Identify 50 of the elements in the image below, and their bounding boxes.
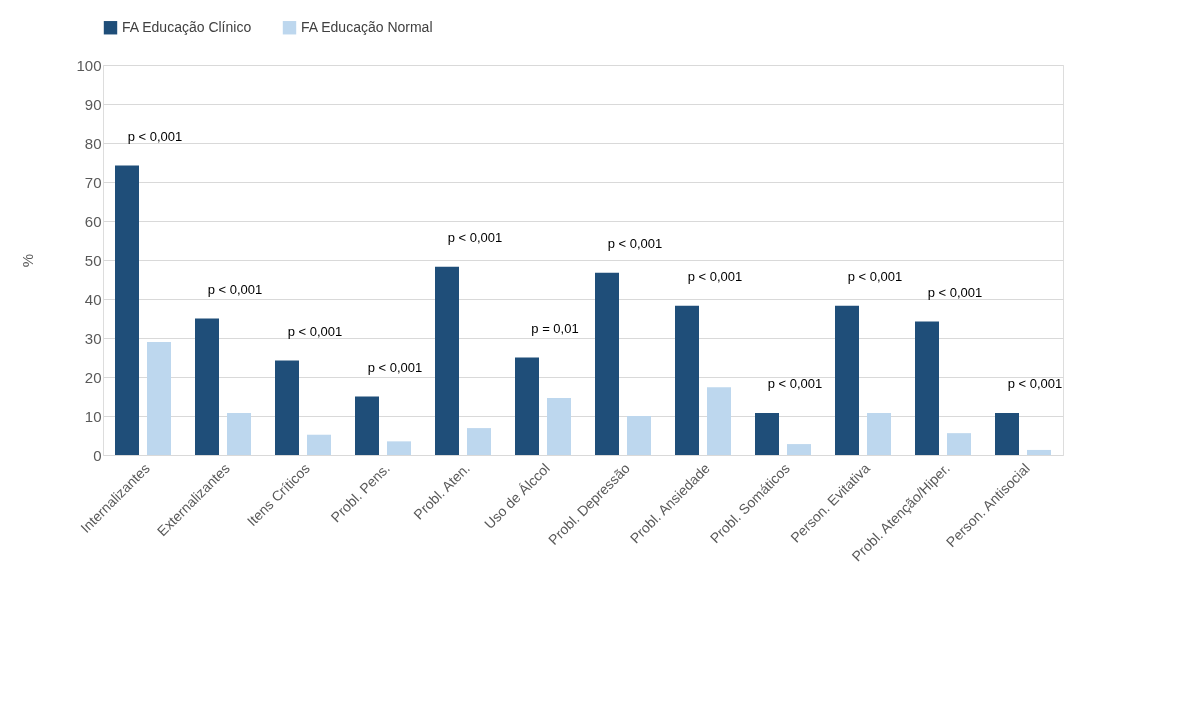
annotation: p < 0,001: [1007, 375, 1063, 391]
annotation: p < 0,001: [927, 284, 983, 300]
y-axis-title: %: [19, 253, 37, 268]
bar: [307, 434, 331, 455]
annotation: p < 0,001: [607, 235, 663, 251]
annotation: p < 0,001: [207, 281, 263, 297]
bar: [435, 266, 459, 455]
bar: [915, 321, 939, 455]
y-tick-label: 100: [76, 56, 102, 74]
bar: [515, 357, 539, 455]
y-tick-label: 60: [84, 212, 102, 230]
y-tick-label: 90: [84, 95, 102, 113]
annotation: p < 0,001: [847, 268, 903, 284]
annotation: p < 0,001: [447, 229, 503, 245]
bar: [115, 165, 139, 455]
bar: [275, 360, 299, 455]
bar: [387, 441, 411, 455]
bar: [547, 398, 571, 455]
annotation: p < 0,001: [687, 268, 743, 284]
y-tick-label: 40: [84, 290, 102, 308]
legend-label: FA Educação Clínico: [122, 18, 252, 35]
y-tick-label: 10: [84, 407, 102, 425]
bar: [355, 396, 379, 455]
bar: [675, 305, 699, 455]
bar: [835, 305, 859, 455]
bar: [227, 412, 251, 455]
y-tick-label: 50: [84, 251, 102, 269]
y-tick-label: 70: [84, 173, 102, 191]
y-tick-label: 30: [84, 329, 102, 347]
annotation: p < 0,001: [127, 128, 183, 144]
y-tick-label: 20: [84, 368, 102, 386]
bar: [147, 341, 171, 455]
bar: [947, 433, 971, 455]
bar: [707, 387, 731, 455]
bar: [595, 272, 619, 455]
annotation: p = 0,01: [531, 320, 579, 336]
legend-label: FA Educação Normal: [301, 18, 433, 35]
annotation: p < 0,001: [767, 375, 823, 391]
bar: [195, 318, 219, 455]
bar: [995, 412, 1019, 455]
annotation: p < 0,001: [367, 359, 423, 375]
bar: [627, 416, 651, 455]
bar: [867, 412, 891, 455]
annotation: p < 0,001: [287, 323, 343, 339]
y-tick-label: 80: [84, 134, 102, 152]
bar: [755, 412, 779, 455]
y-tick-label: 0: [93, 446, 102, 464]
bar: [1027, 449, 1051, 455]
bar: [787, 444, 811, 455]
bar: [467, 428, 491, 455]
